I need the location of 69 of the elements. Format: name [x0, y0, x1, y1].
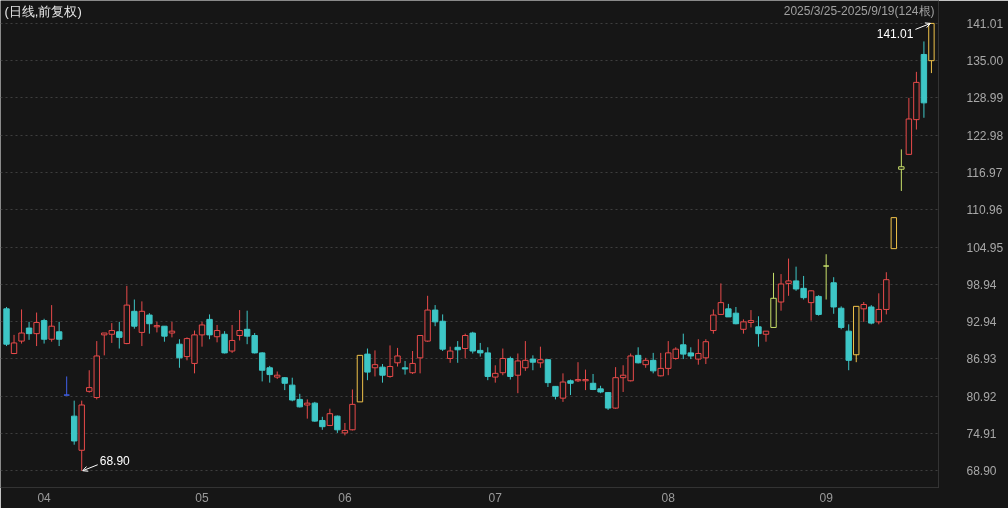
annotation: 141.01 — [876, 26, 914, 41]
candlestick — [213, 324, 221, 343]
candlestick — [40, 318, 48, 345]
candlestick — [394, 347, 401, 368]
y-tick-label: 86.93 — [966, 352, 997, 367]
candlestick — [18, 308, 25, 345]
candlestick — [454, 340, 461, 364]
candlestick — [221, 330, 228, 354]
y-tick-label: 116.97 — [966, 166, 1003, 181]
candlestick — [176, 338, 183, 369]
candlestick — [153, 321, 161, 333]
candlestick — [33, 312, 40, 347]
candlestick — [379, 363, 386, 384]
candlestick — [409, 350, 416, 375]
candlestick — [537, 346, 544, 369]
x-tick-label: 04 — [37, 490, 52, 505]
y-tick-label: 68.90 — [966, 464, 997, 479]
candlestick — [755, 315, 762, 348]
candlestick — [710, 308, 717, 335]
x-tick-label: 08 — [661, 490, 676, 505]
candlestick — [559, 372, 567, 403]
y-tick-label: 74.91 — [966, 426, 997, 441]
candlestick — [25, 321, 33, 341]
y-tick-label: 122.98 — [966, 128, 1004, 143]
y-tick-label: 135.00 — [966, 54, 1004, 69]
y-tick-label: 110.96 — [966, 203, 1003, 218]
candlestick — [146, 312, 153, 335]
candlestick — [401, 360, 409, 376]
candlestick — [650, 352, 657, 374]
candlestick — [48, 304, 55, 343]
y-tick-label: 92.94 — [966, 315, 997, 330]
chart-title: (日线,前复权) — [4, 3, 82, 19]
y-tick-label: 128.99 — [966, 91, 1004, 106]
chart-subtitle: 2025/3/25-2025/9/19(124根) — [783, 3, 935, 18]
candlestick — [529, 354, 537, 371]
candlestick — [371, 349, 379, 377]
candlestick — [131, 299, 138, 330]
candlestick — [898, 148, 905, 192]
candlestick — [168, 321, 176, 338]
candlestick — [304, 398, 311, 420]
candlestick — [364, 348, 371, 381]
candlestick — [762, 330, 770, 343]
candlestick — [462, 333, 469, 359]
candlestick — [717, 282, 725, 316]
candlestick — [386, 344, 394, 379]
candlestick — [55, 321, 63, 347]
x-tick-label: 09 — [819, 490, 834, 505]
x-tick-label: 07 — [488, 490, 503, 505]
candlestick — [138, 300, 146, 347]
y-tick-label: 80.92 — [966, 389, 997, 404]
candlestick — [822, 253, 830, 301]
y-tick-label: 104.95 — [966, 240, 1004, 255]
candlestick — [837, 305, 845, 330]
annotation: 68.90 — [99, 454, 131, 469]
candlestick — [499, 348, 507, 376]
candlestick — [807, 289, 815, 322]
candlestick — [341, 422, 349, 436]
y-tick-label: 141.01 — [966, 16, 1004, 31]
candlestick — [236, 309, 243, 341]
candlestick — [63, 375, 70, 396]
y-tick-label: 98.94 — [966, 277, 997, 292]
x-tick-label: 05 — [195, 490, 210, 505]
candlestick — [228, 324, 236, 354]
candlestick — [116, 321, 123, 350]
candlestick — [544, 359, 552, 388]
x-tick-label: 06 — [338, 490, 352, 505]
candlestick — [206, 313, 213, 340]
candlestick — [815, 294, 822, 317]
candlestick — [507, 356, 514, 381]
